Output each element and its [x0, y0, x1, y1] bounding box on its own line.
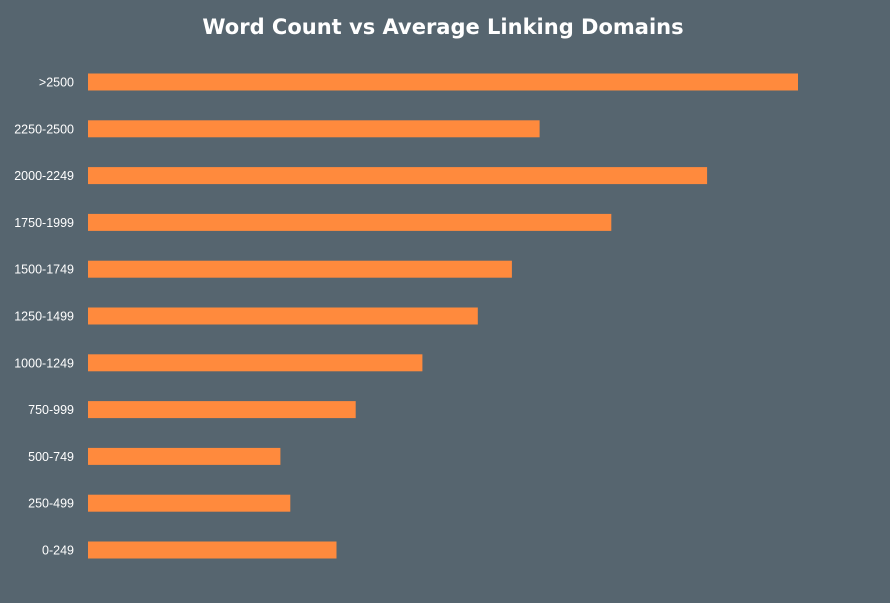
- bar-1750-1999: [88, 213, 612, 231]
- category-label-1000-1249: 1000-1249: [14, 356, 74, 370]
- category-label-gt-2500: >2500: [39, 76, 74, 90]
- bar-1250-1499: [88, 307, 478, 325]
- bar-750-999: [88, 401, 356, 419]
- bars-group: [88, 73, 798, 559]
- category-label-2250-2500: 2250-2500: [14, 122, 74, 136]
- bar-500-749: [88, 447, 281, 465]
- category-label-1750-1999: 1750-1999: [14, 216, 74, 230]
- bar-1500-1749: [88, 260, 512, 278]
- category-label-1500-1749: 1500-1749: [14, 263, 74, 277]
- category-label-750-999: 750-999: [28, 403, 74, 417]
- category-label-500-749: 500-749: [28, 450, 74, 464]
- bar-0-249: [88, 541, 337, 559]
- bar-1000-1249: [88, 354, 423, 372]
- bar-2000-2249: [88, 167, 708, 185]
- category-label-250-499: 250-499: [28, 497, 74, 511]
- category-labels: >2500 2250-2500 2000-2249 1750-1999 1500-174…: [14, 76, 74, 558]
- bar-gt-2500: [88, 73, 798, 91]
- category-label-2000-2249: 2000-2249: [14, 169, 74, 183]
- category-label-0-249: 0-249: [42, 544, 74, 558]
- bar-250-499: [88, 494, 291, 512]
- category-label-1250-1499: 1250-1499: [14, 310, 74, 324]
- chart-title: Word Count vs Average Linking Domains: [202, 15, 683, 39]
- bar-2250-2500: [88, 120, 540, 138]
